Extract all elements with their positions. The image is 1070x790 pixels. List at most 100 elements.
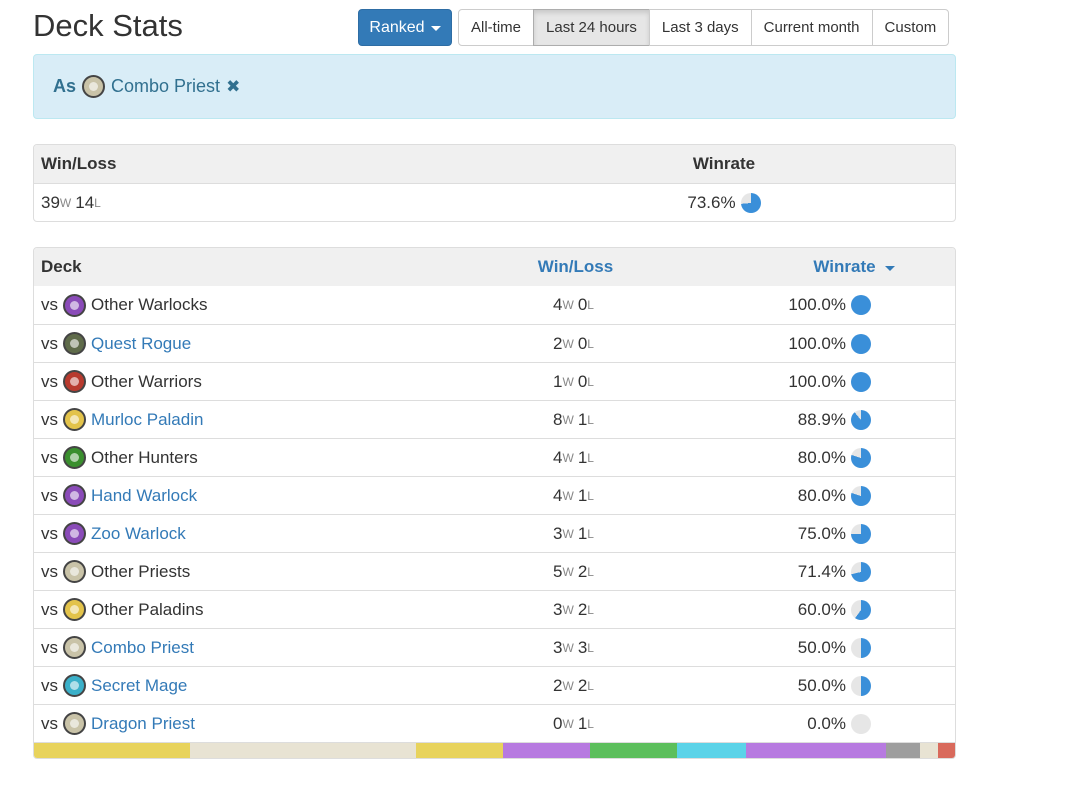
winrate: 75.0% [797,523,846,543]
loss-unit: L [587,640,594,655]
vs-label: vs [41,561,58,581]
class-bar-segment [190,743,417,758]
winrate: 80.0% [797,485,846,505]
wins: 5 [553,561,563,581]
sort-desc-icon [884,266,895,271]
priest-class-icon [63,560,86,583]
loss-unit: L [587,336,594,351]
winrate-cell: 80.0% [697,447,955,468]
summary-winloss: 39 W 14 L [34,193,564,213]
warlock-class-icon [63,484,86,507]
winrate: 80.0% [797,447,846,467]
deck-name[interactable]: Hand Warlock [91,485,198,505]
loss-unit: L [587,298,594,312]
range-button-2[interactable]: Last 3 days [648,9,752,46]
col-winrate-sort[interactable]: Winrate [697,257,955,277]
win-unit: W [562,412,574,427]
deck-matchup-table: Deck Win/Loss Winrate vs Other Warlocks 4 W… [33,247,956,759]
deck-name[interactable]: Secret Mage [91,675,188,695]
winrate: 50.0% [797,637,846,657]
table-row: vs Dragon Priest 0 W 1 L 0.0% [34,704,955,742]
winrate-pie-icon [851,485,871,506]
warlock-class-icon [63,293,86,317]
priest-class-icon [63,636,86,659]
vs-label: vs [41,371,58,391]
win-unit: W [562,374,574,389]
wins: 3 [553,637,563,657]
deck-cell: vs Other Priests [34,560,454,583]
wins: 2 [553,675,563,695]
win-unit: W [562,640,574,655]
wins: 0 [553,713,563,733]
summary-winrate-cell: 73.6% [564,192,884,213]
vs-label: vs [41,485,58,505]
wins: 4 [553,295,563,314]
table-row: vs Zoo Warlock 3 W 1 L 75.0% [34,514,955,552]
win-unit: W [562,602,574,617]
table-row: vs Murloc Paladin 8 W 1 L 88.9% [34,400,955,438]
table-row: vs Other Warlocks 4 W 0 L 100.0% [34,286,955,324]
deck-name: Other Warriors [91,371,202,391]
loss-unit: L [587,526,594,541]
table-row: vs Combo Priest 3 W 3 L 50.0% [34,628,955,666]
page-title: Deck Stats [33,8,183,43]
class-bar-segment [920,743,938,758]
range-button-4[interactable]: Custom [871,9,950,46]
deck-table-header: Deck Win/Loss Winrate [34,248,955,286]
winrate-pie-icon [851,713,871,734]
priest-class-icon [82,75,106,98]
warrior-class-icon [63,370,86,393]
losses: 2 [577,599,588,619]
col-deck: Deck [41,257,82,276]
winrate-pie-icon [851,561,871,582]
deck-name[interactable]: Quest Rogue [91,333,192,353]
deck-name[interactable]: Zoo Warlock [91,523,186,543]
caret-down-icon [430,26,441,31]
losses: 1 [577,485,588,505]
loss-unit: L [587,602,594,617]
range-button-1[interactable]: Last 24 hours [533,9,650,46]
winrate-pie-icon [851,599,871,620]
rogue-class-icon [63,332,86,355]
ranked-mode-label: Ranked [369,18,425,36]
table-row: vs Hand Warlock 4 W 1 L 80.0% [34,476,955,514]
winrate: 88.9% [797,409,846,429]
deck-cell: vs Other Warriors [34,370,454,393]
winrate: 0.0% [807,713,846,733]
win-unit: W [562,488,574,503]
col-winloss-sort[interactable]: Win/Loss [454,257,697,277]
deck-name[interactable]: Murloc Paladin [91,409,204,429]
range-button-0[interactable]: All-time [458,9,535,46]
winrate-pie-icon [851,371,871,392]
class-bar-segment [34,743,191,758]
deck-name[interactable]: Combo Priest [91,637,194,657]
wins: 2 [553,333,563,353]
range-button-3[interactable]: Current month [750,9,873,46]
losses: 0 [577,371,588,391]
close-icon[interactable]: ✖ [226,76,241,96]
class-bar-segment [676,743,747,758]
win-unit: W [562,678,574,693]
deck-cell: vs Zoo Warlock [34,522,454,545]
winrate: 71.4% [797,561,846,581]
losses: 2 [577,675,588,695]
table-row: vs Secret Mage 2 W 2 L 50.0% [34,666,955,704]
vs-label: vs [41,599,58,619]
winrate-cell: 100.0% [697,295,955,315]
losses: 1 [577,447,588,467]
losses: 2 [577,561,588,581]
ranked-mode-button[interactable]: Ranked [358,9,452,46]
wins: 3 [553,599,563,619]
deck-name[interactable]: Dragon Priest [91,713,195,733]
vs-label: vs [41,447,58,467]
deck-cell: vs Hand Warlock [34,484,454,507]
vs-label: vs [41,295,58,314]
win-unit: W [562,298,574,312]
filter-prefix: As [53,76,77,96]
deck-name: Other Hunters [91,447,198,467]
